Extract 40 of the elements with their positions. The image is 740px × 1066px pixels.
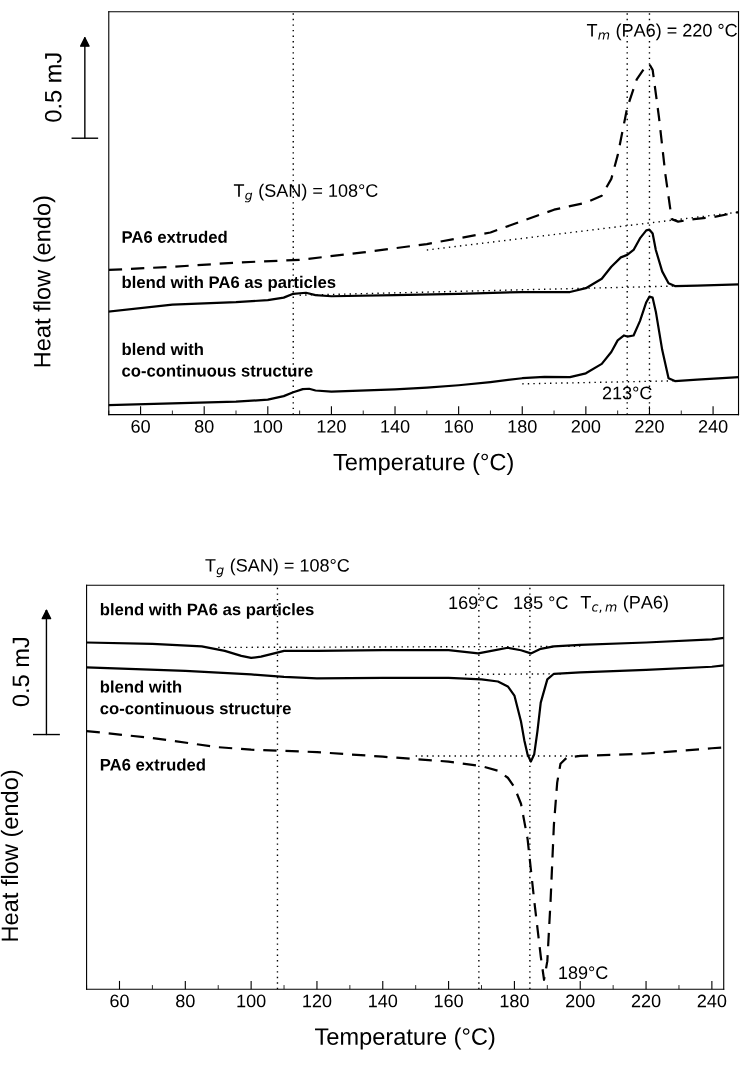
x-tick-label: 80 — [176, 994, 195, 1008]
y-axis-title: Heat flow (endo) — [0, 770, 23, 941]
x-tick-label: 160 — [444, 420, 473, 433]
ref-line-label: 185 °C — [514, 596, 568, 610]
x-axis-title: Temperature (°C) — [315, 1027, 495, 1050]
x-tick-label: 200 — [566, 994, 595, 1008]
x-tick-label: 160 — [434, 994, 463, 1008]
ref-line-label: 213°C — [602, 386, 652, 400]
x-tick-label: 120 — [303, 994, 332, 1008]
x-tick-label: 220 — [631, 994, 661, 1008]
text: T$_{c,m}$ (PA6) — [580, 595, 668, 613]
series-label: blend with co-continuous structure — [100, 680, 291, 715]
x-tick-label: 100 — [237, 994, 266, 1008]
ref-line-label: T$_{g}$ (SAN) = 108°C — [233, 183, 378, 203]
x-axis-title: Temperature (°C) — [333, 453, 513, 476]
series-label: blend with co-continuous structure — [122, 342, 313, 377]
ref-line-label: 169°C — [449, 596, 498, 610]
y-axis-title: Heat flow (endo) — [33, 196, 56, 367]
x-tick-label: 60 — [131, 420, 150, 433]
ref-line-label: T$_{m}$ (PA6) = 220 °C — [586, 23, 737, 41]
series-label: blend with PA6 as particles — [122, 275, 336, 292]
x-tick-label: 140 — [369, 994, 398, 1008]
x-tick-label: 240 — [697, 994, 727, 1008]
x-tick-label: 80 — [194, 420, 214, 433]
series-label: PA6 extruded — [100, 758, 205, 771]
text: 0.5 mJ — [44, 53, 62, 122]
text: 0.5 mJ — [12, 637, 30, 707]
x-tick-label: 120 — [317, 420, 346, 433]
x-tick-label: 100 — [254, 420, 283, 433]
x-tick-label: 140 — [381, 420, 410, 433]
x-tick-label: 200 — [571, 420, 601, 433]
x-tick-label: 240 — [698, 420, 728, 433]
annotation: 189°C — [559, 966, 608, 980]
ref-line-label: T$_{g}$ (SAN) = 108°C — [205, 558, 350, 578]
x-tick-label: 60 — [110, 994, 129, 1008]
x-tick-label: 180 — [500, 994, 529, 1008]
x-tick-label: 180 — [508, 420, 537, 433]
x-tick-label: 220 — [635, 420, 664, 433]
series-label: blend with PA6 as particles — [100, 603, 314, 619]
series-label: PA6 extruded — [122, 230, 227, 243]
